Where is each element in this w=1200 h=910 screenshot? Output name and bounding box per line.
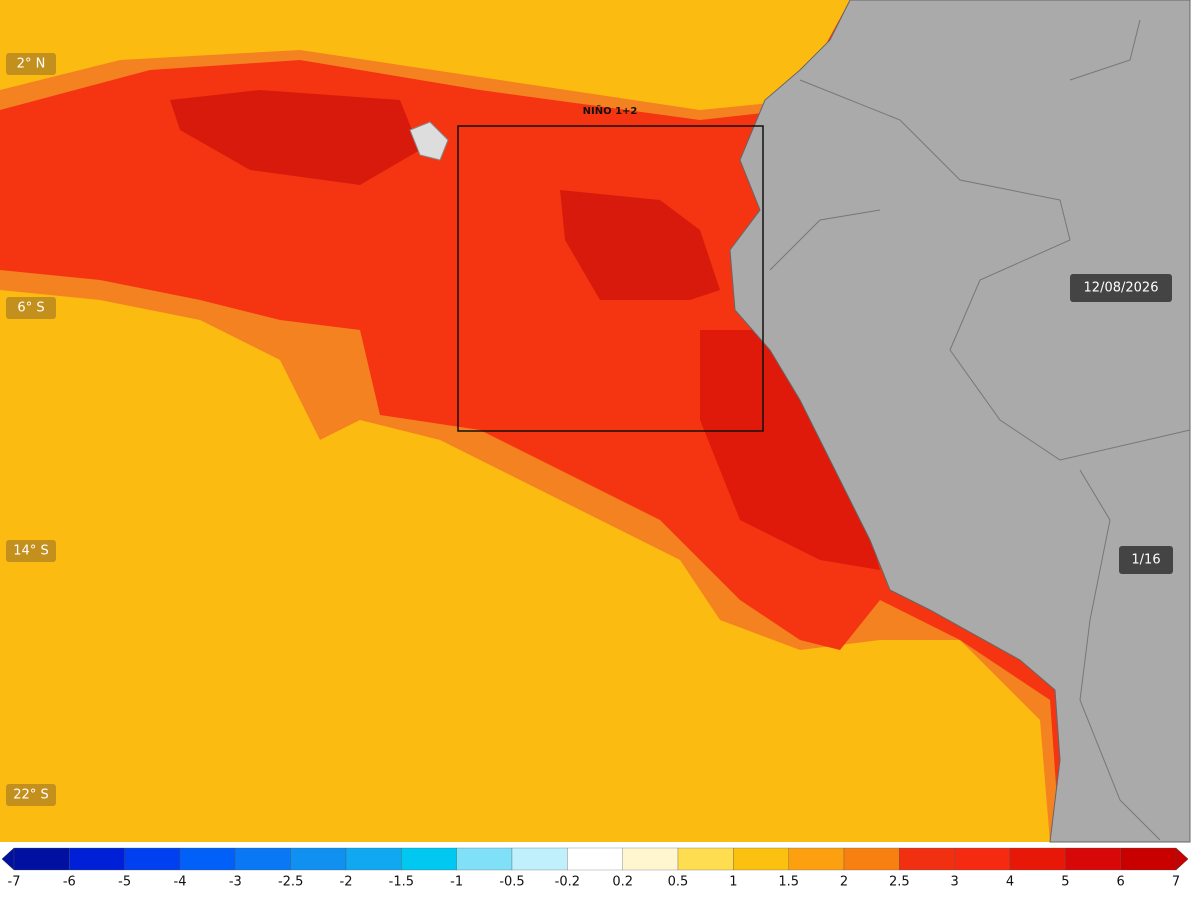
lat-label: 14° S	[13, 544, 48, 559]
legend-tick-label: 0.5	[668, 875, 689, 890]
legend-tick-label: -3	[229, 875, 242, 890]
legend-tick-label: -2.5	[278, 875, 303, 890]
legend-bin	[290, 847, 347, 871]
legend-tick-label: -7	[8, 875, 21, 890]
legend-bin	[401, 847, 457, 871]
legend-tick-label: -0.5	[499, 875, 524, 890]
legend-tick-label: -5	[118, 875, 131, 890]
legend-bin	[69, 847, 125, 871]
frame-badge	[1119, 546, 1173, 574]
legend-tick-label: 2	[840, 875, 848, 890]
legend-tick-label: 5	[1061, 875, 1069, 890]
legend-bin	[345, 847, 402, 871]
legend-bin	[954, 847, 1011, 871]
frame-counter: 1/16	[1131, 553, 1160, 568]
lat-label-bg	[6, 540, 56, 562]
legend-bin	[788, 847, 845, 871]
legend-bin	[567, 847, 623, 871]
legend-tick-label: -0.2	[555, 875, 580, 890]
legend-bin	[179, 847, 236, 871]
hot-core	[560, 190, 720, 300]
lat-label-bg	[6, 53, 56, 75]
lat-label: 22° S	[13, 788, 48, 803]
legend-bin	[235, 847, 291, 871]
overlays: 2° N 6° S 14° S 22° S 12/08/2026 1/16	[6, 53, 1173, 806]
legend-tick-label: 6	[1117, 875, 1125, 890]
legend-tick-label: 7	[1172, 875, 1180, 890]
legend-bin	[511, 847, 568, 871]
color-legend: -7 -6 -5 -4 -3 -2.5 -2 -1.5 -1 -0.5 -0.2 0.2 0.5 1 1.5…	[1, 847, 1189, 890]
hot-core	[170, 90, 420, 185]
lat-label-bg	[6, 784, 56, 806]
legend-bin	[733, 847, 789, 871]
legend-tick-label: -2	[340, 875, 353, 890]
region-label: NIÑO 1+2	[583, 104, 638, 117]
date: 12/08/2026	[1084, 281, 1159, 296]
legend-bin	[677, 847, 734, 871]
legend-arrow	[1175, 847, 1189, 871]
legend-bin	[899, 847, 955, 871]
legend-bin	[456, 847, 513, 871]
legend-tick-label: 1.5	[778, 875, 799, 890]
legend-bin	[843, 847, 900, 871]
legend-bin	[622, 847, 679, 871]
legend-tick-label: 1	[729, 875, 737, 890]
lat-label: 6° S	[17, 301, 44, 316]
legend-bin	[1120, 847, 1177, 871]
land	[729, 0, 1191, 843]
date-badge	[1070, 274, 1172, 302]
legend-bin	[13, 847, 70, 871]
island	[409, 121, 449, 161]
lat-label-bg	[6, 297, 56, 319]
hot-core	[700, 330, 880, 570]
nino-box	[457, 125, 764, 432]
map: NIÑO 1+2	[0, 0, 1191, 843]
borders	[769, 19, 1191, 841]
legend-tick-label: 0.2	[612, 875, 633, 890]
legend-bin	[1065, 847, 1121, 871]
legend-arrow	[1, 847, 15, 871]
legend-tick-label: 3	[951, 875, 959, 890]
legend-tick-label: -6	[63, 875, 76, 890]
legend-tick-label: -1	[450, 875, 463, 890]
legend-tick-label: 4	[1006, 875, 1014, 890]
legend-tick-label: -1.5	[389, 875, 414, 890]
legend-tick-label: -4	[174, 875, 187, 890]
legend-bin	[124, 847, 181, 871]
legend-bin	[1009, 847, 1066, 871]
legend-tick-label: 2.5	[889, 875, 910, 890]
lat-label: 2° N	[17, 57, 46, 72]
